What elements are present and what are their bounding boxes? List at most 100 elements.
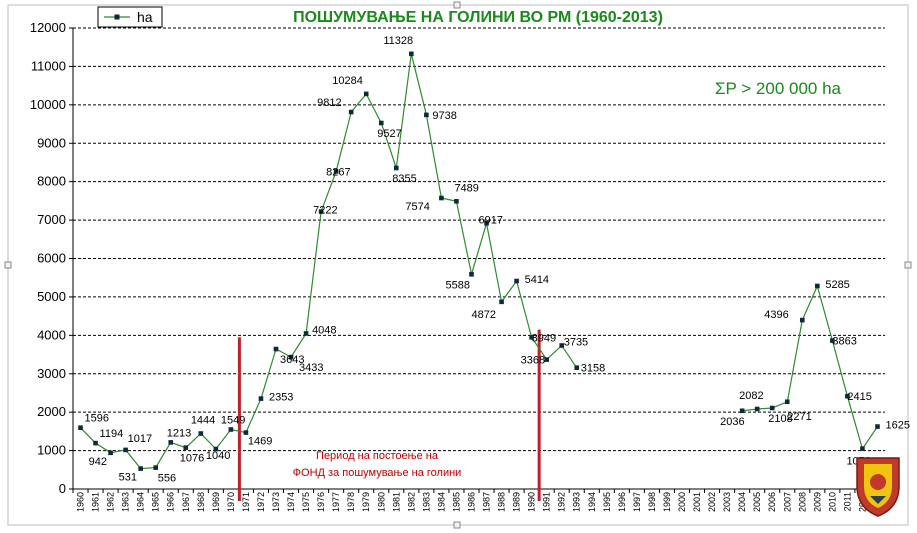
legend-marker	[114, 14, 120, 20]
data-label-1981: 8355	[392, 173, 416, 185]
y-tick-label-1000: 1000	[37, 443, 66, 458]
y-tick-label-0: 0	[59, 481, 66, 496]
x-tick-label-1995: 1995	[602, 492, 612, 512]
series-line-segment-1	[80, 53, 578, 470]
series-line-segment-2	[742, 284, 878, 451]
y-tick-label-5000: 5000	[37, 289, 66, 304]
point-1986[interactable]	[469, 272, 474, 277]
point-1983[interactable]	[424, 112, 429, 118]
y-tick-label-6000: 6000	[37, 251, 66, 266]
resize-handle-top[interactable]	[453, 1, 461, 9]
point-1960[interactable]	[78, 425, 83, 430]
x-tick-label-2006: 2006	[767, 492, 777, 512]
data-labels: 1596 1194 942 1017 531 556 1213 1076 1444 1040 154…	[85, 35, 910, 485]
legend[interactable]: ha	[97, 6, 163, 28]
x-tick-label-1996: 1996	[617, 492, 627, 512]
x-tick-label-1983: 1983	[421, 492, 431, 512]
point-2013[interactable]	[875, 424, 880, 429]
x-tick-label-1981: 1981	[391, 492, 401, 512]
point-2004[interactable]	[739, 408, 745, 414]
data-label-2010: 3863	[832, 336, 856, 348]
data-label-1971: 1469	[248, 436, 272, 448]
point-1962[interactable]	[108, 450, 113, 456]
data-label-1982: 11328	[383, 35, 413, 47]
point-1984[interactable]	[439, 195, 444, 201]
x-tick-label-1977: 1977	[331, 492, 341, 512]
point-2010[interactable]	[830, 338, 835, 343]
point-1990[interactable]	[529, 334, 534, 340]
x-tick-label-1968: 1968	[196, 492, 206, 512]
x-tick-label-2008: 2008	[797, 492, 807, 512]
point-1979[interactable]	[363, 91, 369, 97]
point-2007[interactable]	[784, 399, 790, 405]
x-tick-label-1974: 1974	[286, 492, 296, 512]
x-tick-label-1962: 1962	[106, 492, 116, 512]
x-tick-label-1994: 1994	[587, 492, 597, 512]
point-1993[interactable]	[574, 365, 580, 370]
point-1992[interactable]	[559, 343, 565, 348]
data-label-2006: 2108	[768, 413, 792, 425]
point-2011[interactable]	[845, 393, 850, 399]
y-axis-ticks: 0 1000 2000 3000 4000 5000 6000 7000 8000 9000 100…	[30, 20, 66, 496]
data-label-1963: 1017	[128, 433, 152, 445]
data-label-2005: 2082	[739, 390, 763, 402]
point-1976[interactable]	[318, 209, 324, 214]
point-2006[interactable]	[769, 405, 775, 411]
point-2009[interactable]	[815, 283, 820, 289]
data-label-1974: 3433	[299, 362, 323, 374]
point-1980[interactable]	[378, 120, 384, 126]
x-tick-label-1960: 1960	[76, 492, 86, 512]
x-tick-label-1980: 1980	[376, 492, 386, 512]
chart-title: ПОШУМУВАЊЕ НА ГОЛИНИ ВО РМ (1960-2013)	[293, 9, 663, 26]
x-tick-label-2010: 2010	[827, 492, 837, 512]
resize-handle-left[interactable]	[4, 261, 12, 269]
data-label-1991: 3368	[521, 355, 545, 367]
point-1963[interactable]	[123, 447, 128, 453]
x-tick-label-1992: 1992	[557, 492, 567, 512]
point-1973[interactable]	[273, 346, 279, 352]
resize-handle-right[interactable]	[904, 261, 912, 269]
x-tick-label-1993: 1993	[572, 492, 582, 512]
point-1988[interactable]	[499, 299, 504, 305]
point-1985[interactable]	[454, 198, 459, 204]
point-2012[interactable]	[860, 446, 865, 451]
point-2005[interactable]	[754, 406, 760, 412]
point-1965[interactable]	[153, 465, 159, 470]
data-label-1960: 1596	[85, 413, 109, 425]
point-1987[interactable]	[484, 220, 489, 226]
point-1964[interactable]	[138, 466, 143, 471]
point-1991[interactable]	[544, 357, 549, 362]
point-1966[interactable]	[168, 440, 174, 445]
point-1971[interactable]	[243, 430, 249, 435]
resize-handle-bottom[interactable]	[453, 521, 461, 529]
point-1972[interactable]	[258, 396, 264, 401]
data-label-1987: 6917	[479, 214, 503, 226]
point-1961[interactable]	[93, 440, 98, 446]
period-label-line-2: ФОНД за пошумување на голини	[293, 467, 462, 479]
data-label-1976: 7222	[313, 205, 337, 217]
point-1968[interactable]	[198, 431, 204, 436]
x-tick-label-1975: 1975	[301, 492, 311, 512]
y-tick-label-3000: 3000	[37, 366, 66, 381]
x-tick-label-1998: 1998	[647, 492, 657, 512]
x-tick-label-1976: 1976	[316, 492, 326, 512]
data-label-1972: 2353	[269, 392, 293, 404]
x-tick-label-1990: 1990	[527, 492, 537, 512]
x-tick-label-1973: 1973	[271, 492, 281, 512]
point-1981[interactable]	[393, 165, 399, 171]
point-1967[interactable]	[183, 445, 189, 450]
point-1974[interactable]	[288, 354, 294, 360]
data-label-1977: 8267	[326, 166, 350, 178]
data-label-1979: 10284	[332, 75, 363, 87]
x-tick-label-1982: 1982	[406, 492, 416, 512]
point-1982[interactable]	[409, 51, 414, 57]
point-2008[interactable]	[799, 317, 805, 323]
point-1975[interactable]	[303, 331, 309, 336]
point-1969[interactable]	[213, 446, 219, 452]
point-1989[interactable]	[514, 278, 519, 284]
point-1977[interactable]	[333, 169, 339, 174]
point-1978[interactable]	[348, 109, 354, 115]
data-label-2013: 1625	[885, 420, 909, 432]
series-ha	[80, 53, 878, 470]
point-1970[interactable]	[228, 427, 234, 432]
